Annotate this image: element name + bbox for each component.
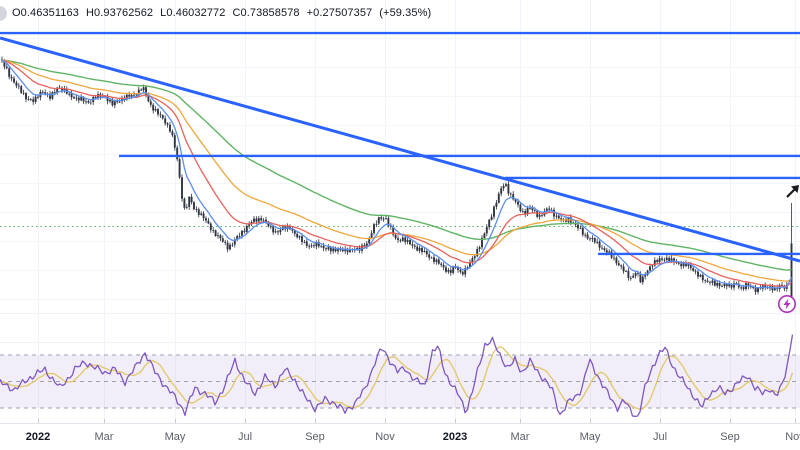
legend-high: H0.93762562 xyxy=(86,7,153,19)
rsi-line xyxy=(0,334,794,417)
x-axis-label-may[interactable]: May xyxy=(580,431,601,443)
legend-open: O0.46351163 xyxy=(12,7,79,19)
arrow-head-icon xyxy=(791,185,799,193)
open-label: O xyxy=(12,7,21,19)
high-label: H xyxy=(85,7,95,19)
x-axis-label-sep[interactable]: Sep xyxy=(305,431,325,443)
candlestick-series xyxy=(1,59,793,300)
x-axis-label-2022[interactable]: 2022 xyxy=(26,431,50,443)
ema-mid-red-line xyxy=(1,59,792,287)
x-axis-label-may[interactable]: May xyxy=(165,431,186,443)
lightning-bolt-icon xyxy=(783,298,791,310)
descending-trendline-drawing[interactable] xyxy=(0,36,800,263)
x-axis-label-mar[interactable]: Mar xyxy=(511,431,530,443)
ohlc-legend: O0.46351163 H0.93762562 L0.46032772 C0.7… xyxy=(12,7,431,19)
high-value: 0.93762562 xyxy=(94,7,154,19)
x-axis-label-nov[interactable]: Nov xyxy=(375,431,395,443)
low-label: L xyxy=(160,7,167,19)
close-value: 0.73858578 xyxy=(240,7,300,19)
x-axis-label-jul[interactable]: Jul xyxy=(653,431,667,443)
x-axis-label-2023[interactable]: 2023 xyxy=(443,431,467,443)
legend-change: +0.27507357 xyxy=(306,7,373,19)
legend-close: C0.73858578 xyxy=(232,7,299,19)
legend-change-percent: (+59.35%) xyxy=(379,7,432,19)
low-value: 0.46032772 xyxy=(166,7,226,19)
rsi-signal-line xyxy=(0,346,794,410)
open-value: 0.46351163 xyxy=(20,7,79,19)
legend-low: L0.46032772 xyxy=(160,7,225,19)
ema-fast-blue-line xyxy=(1,59,793,289)
ema-slow-orange-line xyxy=(1,59,792,282)
ema-slowest-green-line xyxy=(1,59,792,271)
arrow-up-marker[interactable] xyxy=(786,188,796,198)
symbol-logo-icon xyxy=(0,6,7,21)
x-axis-label-mar[interactable]: Mar xyxy=(95,431,114,443)
x-axis-label-nov[interactable]: Nov xyxy=(785,431,800,443)
close-label: C xyxy=(232,7,241,19)
x-axis-label-sep[interactable]: Sep xyxy=(720,431,740,443)
x-axis-label-jul[interactable]: Jul xyxy=(238,431,252,443)
